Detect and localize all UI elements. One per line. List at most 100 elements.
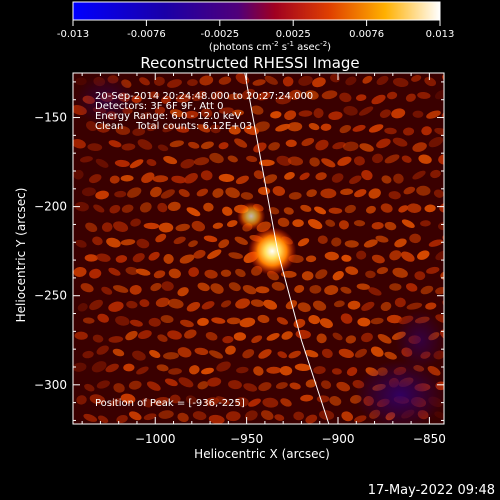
ripple-blob	[197, 282, 210, 292]
ripple-blob	[371, 222, 384, 230]
ripple-blob	[128, 380, 142, 390]
ripple-blob	[232, 109, 244, 116]
ripple-blob	[263, 174, 278, 184]
ripple-blob	[225, 411, 241, 422]
ripple-blob	[167, 330, 182, 340]
ripple-blob	[233, 332, 247, 341]
ripple-blob	[74, 331, 88, 340]
ripple-blob	[258, 382, 272, 392]
ripple-blob	[236, 366, 249, 374]
ripple-blob	[386, 91, 398, 100]
ripple-blob	[96, 253, 111, 262]
ripple-blob	[416, 185, 431, 196]
ripple-blob	[428, 136, 444, 148]
ripple-blob	[96, 345, 109, 355]
ripple-blob	[168, 368, 182, 375]
ripple-blob	[248, 398, 261, 407]
ripple-blob	[288, 350, 301, 359]
ripple-blob	[82, 350, 94, 359]
ripple-blob	[180, 319, 194, 328]
ripple-blob	[412, 170, 426, 180]
ripple-blob	[225, 187, 240, 198]
ripple-blob	[321, 348, 333, 358]
ripple-blob	[139, 77, 150, 86]
ripple-blob	[418, 154, 432, 164]
ripple-blob	[370, 317, 384, 325]
ripple-blob	[343, 105, 358, 116]
ripple-blob	[170, 394, 181, 404]
y-tick-label: −250	[34, 289, 67, 303]
ripple-blob	[315, 172, 327, 181]
ripple-blob	[300, 204, 312, 212]
ripple-blob	[331, 237, 342, 247]
ripple-blob	[75, 239, 87, 248]
ripple-blob	[108, 336, 124, 343]
ripple-blob	[212, 188, 224, 198]
ripple-blob	[76, 395, 87, 405]
heatmap-image	[73, 73, 463, 424]
ripple-blob	[234, 236, 248, 245]
ripple-blob	[235, 175, 249, 185]
colorbar: -0.013 -0.0076 -0.0025 0.0025 0.0076 0.013 (p…	[57, 1, 454, 53]
ripple-blob	[449, 251, 463, 263]
ripple-blob	[120, 393, 136, 404]
ripple-blob	[173, 236, 186, 245]
ripple-blob	[406, 302, 423, 310]
ripple-blob	[101, 222, 113, 232]
ripple-blob	[139, 111, 151, 120]
ripple-blob	[425, 302, 437, 310]
ripple-blob	[112, 285, 129, 293]
ripple-blob	[155, 297, 170, 308]
ripple-blob	[167, 201, 181, 212]
ripple-blob	[381, 175, 392, 184]
ripple-blob	[268, 142, 280, 151]
ripple-blob	[201, 301, 215, 310]
ripple-blob	[430, 169, 441, 179]
ripple-blob	[277, 351, 288, 359]
ripple-blob	[434, 127, 444, 136]
ripple-blob	[384, 127, 397, 135]
ripple-blob	[189, 365, 200, 375]
ripple-blob	[148, 251, 160, 261]
ripple-blob	[158, 222, 174, 233]
x-tick-label: −950	[230, 432, 263, 446]
ripple-blob	[243, 383, 258, 392]
ripple-blob	[417, 250, 430, 260]
ripple-blob	[298, 110, 313, 117]
ripple-blob	[197, 124, 211, 133]
ripple-blob	[301, 138, 315, 147]
ripple-blob	[125, 330, 138, 341]
ripple-blob	[160, 315, 174, 324]
ripple-blob	[312, 300, 327, 311]
unit-part: s	[279, 42, 287, 53]
ripple-blob	[353, 220, 366, 227]
ripple-blob	[208, 350, 223, 359]
ripple-blob	[376, 138, 391, 149]
ripple-blob	[330, 74, 340, 83]
ripple-blob	[340, 188, 354, 196]
ripple-blob	[112, 348, 125, 357]
ripple-blob	[220, 300, 232, 308]
ripple-blob	[135, 268, 151, 276]
ripple-blob	[354, 348, 367, 358]
ripple-blob	[250, 299, 265, 307]
ripple-blob	[157, 144, 169, 152]
ripple-blob	[163, 254, 174, 264]
ripple-blob	[329, 396, 342, 406]
ripple-blob	[293, 411, 305, 421]
ripple-blob	[314, 206, 327, 215]
ripple-blob	[201, 367, 214, 375]
ripple-blob	[275, 123, 291, 132]
ripple-blob	[319, 318, 333, 329]
xray-source-halo	[237, 202, 266, 231]
ripple-blob	[447, 88, 462, 102]
ripple-blob	[209, 152, 224, 164]
ripple-blob	[201, 108, 213, 118]
ripple-blob	[262, 397, 279, 408]
ripple-blob	[146, 159, 157, 167]
colorbar-tick-label: 0.0076	[349, 29, 384, 40]
ripple-blob	[220, 269, 232, 277]
ripple-blob	[188, 267, 200, 277]
ripple-blob	[371, 94, 386, 105]
ripple-blob	[185, 395, 197, 405]
